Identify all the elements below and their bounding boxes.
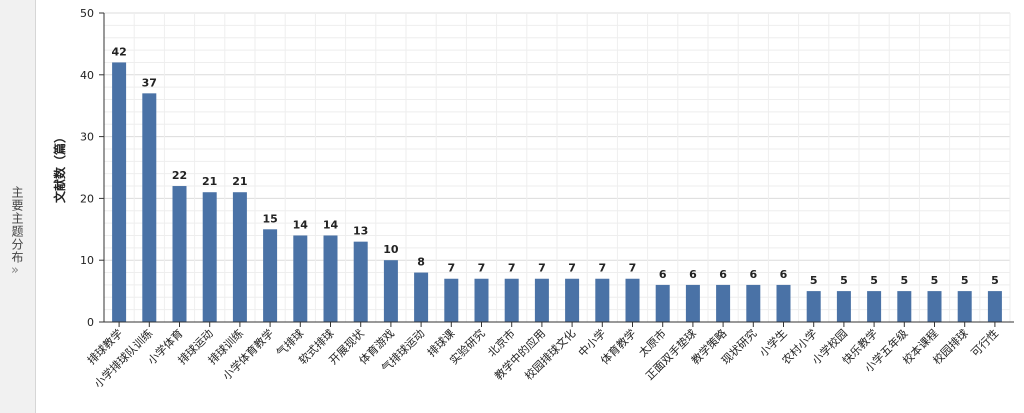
bar[interactable] bbox=[142, 93, 157, 322]
bar-value-label: 7 bbox=[508, 262, 516, 275]
x-tick-label: 可行性 bbox=[968, 326, 1001, 359]
bar[interactable] bbox=[987, 291, 1002, 322]
bar[interactable] bbox=[595, 278, 610, 322]
bar[interactable] bbox=[867, 291, 882, 322]
y-axis-label: 文献数（篇） bbox=[52, 131, 67, 203]
double-chevron-right-icon: » bbox=[11, 263, 19, 278]
bar[interactable] bbox=[927, 291, 942, 322]
bar-value-label: 7 bbox=[598, 262, 606, 275]
bar-value-label: 6 bbox=[719, 268, 727, 281]
bar-value-label: 6 bbox=[749, 268, 757, 281]
bar-value-label: 6 bbox=[689, 268, 697, 281]
bar-value-label: 6 bbox=[659, 268, 667, 281]
bar-value-label: 21 bbox=[232, 175, 247, 188]
bar[interactable] bbox=[716, 284, 731, 322]
bar[interactable] bbox=[414, 272, 429, 322]
bar-value-label: 21 bbox=[202, 175, 217, 188]
bar[interactable] bbox=[112, 62, 127, 322]
grid-lines bbox=[103, 12, 1011, 323]
bar[interactable] bbox=[323, 235, 338, 322]
bar-value-label: 5 bbox=[961, 274, 969, 287]
bar[interactable] bbox=[202, 192, 217, 322]
bar-value-label: 6 bbox=[780, 268, 788, 281]
bar[interactable] bbox=[383, 260, 398, 322]
bar[interactable] bbox=[232, 192, 247, 322]
y-tick-label: 50 bbox=[80, 7, 94, 20]
bar-value-label: 8 bbox=[417, 256, 425, 269]
axes bbox=[99, 12, 1014, 327]
bar-value-label: 37 bbox=[142, 76, 157, 89]
y-tick-label: 0 bbox=[87, 316, 94, 329]
bar-value-label: 5 bbox=[870, 274, 878, 287]
bar[interactable] bbox=[655, 284, 670, 322]
sidebar-label: 主要主题分布 bbox=[10, 186, 24, 264]
bar-value-label: 5 bbox=[900, 274, 908, 287]
y-tick-label: 30 bbox=[80, 131, 94, 144]
bar-value-label: 5 bbox=[810, 274, 818, 287]
bar[interactable] bbox=[746, 284, 761, 322]
bar-value-label: 5 bbox=[931, 274, 939, 287]
bar[interactable] bbox=[263, 229, 278, 322]
bar[interactable] bbox=[625, 278, 640, 322]
bar-value-label: 42 bbox=[111, 45, 126, 58]
bar-value-label: 14 bbox=[293, 218, 309, 231]
bar-value-label: 7 bbox=[447, 262, 455, 275]
bar-value-label: 15 bbox=[262, 212, 277, 225]
bar[interactable] bbox=[776, 284, 791, 322]
sidebar-toggle[interactable]: 主要主题分布 » bbox=[0, 0, 36, 413]
bar-value-label: 5 bbox=[991, 274, 999, 287]
bar-value-label: 14 bbox=[323, 218, 339, 231]
bar[interactable] bbox=[534, 278, 549, 322]
y-tick-label: 40 bbox=[80, 69, 94, 82]
y-tick-label: 10 bbox=[80, 254, 94, 267]
bar-value-label: 22 bbox=[172, 169, 187, 182]
bar-value-label: 7 bbox=[478, 262, 486, 275]
bar[interactable] bbox=[685, 284, 700, 322]
bar[interactable] bbox=[504, 278, 519, 322]
bar[interactable] bbox=[806, 291, 821, 322]
bar[interactable] bbox=[353, 241, 368, 322]
bar[interactable] bbox=[172, 186, 187, 322]
bar[interactable] bbox=[836, 291, 851, 322]
bar[interactable] bbox=[444, 278, 459, 322]
bar-value-label: 13 bbox=[353, 225, 368, 238]
bar-value-label: 7 bbox=[629, 262, 637, 275]
bar-value-label: 7 bbox=[538, 262, 546, 275]
bar-value-label: 7 bbox=[568, 262, 576, 275]
y-tick-label: 20 bbox=[80, 192, 94, 205]
bar-value-label: 10 bbox=[383, 243, 399, 256]
bar[interactable] bbox=[474, 278, 489, 322]
bars bbox=[112, 62, 1002, 322]
bar[interactable] bbox=[957, 291, 972, 322]
bar-value-label: 5 bbox=[840, 274, 848, 287]
bar[interactable] bbox=[565, 278, 580, 322]
bar[interactable] bbox=[293, 235, 308, 322]
bar[interactable] bbox=[897, 291, 912, 322]
